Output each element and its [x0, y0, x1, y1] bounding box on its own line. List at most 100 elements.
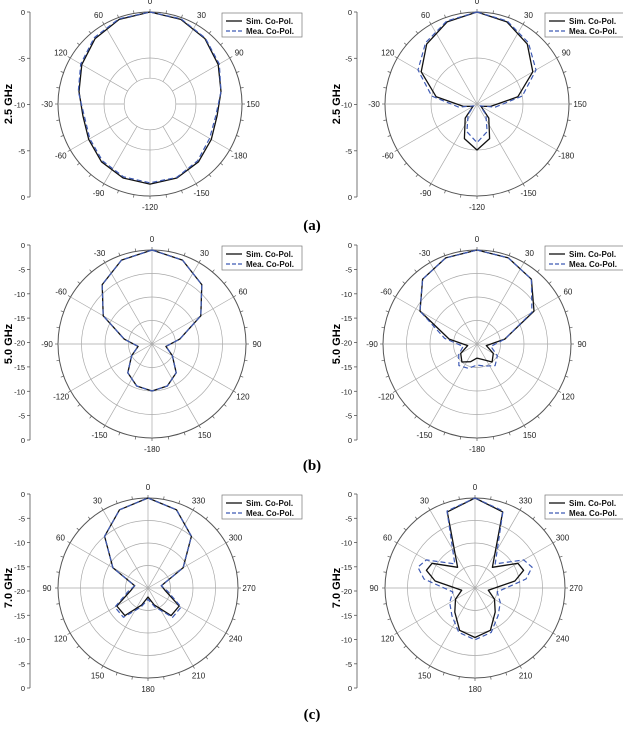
frequency-label: 7.0 GHz	[331, 567, 343, 608]
grid-spoke	[162, 24, 197, 82]
ring-tick	[56, 119, 60, 121]
grid-spoke	[476, 57, 557, 105]
ring-tick	[519, 665, 522, 669]
ring-tick	[223, 404, 227, 407]
angle-label: 90	[235, 49, 244, 58]
ring-tick	[195, 183, 198, 187]
angle-label: 90	[370, 584, 379, 593]
grid-spoke	[474, 587, 521, 667]
ring-tick	[115, 672, 118, 676]
ring-tick	[537, 415, 540, 419]
ring-tick	[77, 404, 81, 407]
ring-tick	[523, 259, 526, 263]
ring-tick	[458, 496, 460, 500]
angle-label: -30	[41, 100, 53, 109]
ring-tick	[567, 87, 571, 89]
grid-spoke	[397, 57, 478, 105]
grid-spoke	[147, 509, 194, 589]
ring-tick	[569, 359, 573, 362]
ring-tick	[505, 672, 508, 676]
ring-tick	[394, 541, 398, 544]
angle-label: -90	[93, 189, 105, 198]
legend: Sim. Co-Pol.Mea. Co-Pol.	[544, 12, 623, 38]
grid-spoke	[476, 296, 559, 345]
angle-label: 150	[198, 431, 212, 440]
ring-tick	[548, 404, 552, 407]
angle-label: 120	[381, 49, 395, 58]
radial-tick-label: -5	[18, 54, 25, 63]
ring-tick	[236, 603, 240, 605]
ring-tick	[76, 645, 80, 649]
ring-tick	[229, 149, 233, 152]
radial-tick-label: -5	[345, 514, 352, 523]
grid-spoke	[474, 587, 554, 634]
radial-tick-label: -10	[14, 387, 25, 396]
ring-tick	[118, 432, 121, 436]
ring-tick	[394, 56, 398, 59]
ring-tick	[56, 359, 60, 362]
legend-label: Mea. Co-Pol.	[569, 509, 617, 518]
grid-spoke	[476, 343, 525, 426]
legend-label: Sim. Co-Pol.	[569, 250, 616, 259]
ring-tick	[543, 645, 547, 649]
ring-tick	[508, 14, 510, 18]
ring-tick	[563, 135, 567, 137]
radial-tick-label: -15	[341, 611, 352, 620]
angle-label: -120	[378, 393, 395, 402]
grid-spoke	[397, 103, 478, 151]
angle-label: -120	[469, 203, 486, 212]
angle-label: -180	[144, 445, 161, 454]
ring-tick	[131, 676, 133, 680]
ring-tick	[60, 135, 64, 137]
ring-tick	[392, 295, 396, 298]
ring-tick	[459, 248, 462, 252]
ring-tick	[56, 326, 60, 329]
ring-tick	[459, 436, 462, 440]
ring-tick	[428, 425, 431, 429]
ring-tick	[77, 281, 81, 284]
ring-tick	[232, 618, 236, 621]
ring-tick	[56, 571, 60, 573]
angle-label: 180	[141, 685, 155, 694]
caption-c: (c)	[303, 707, 321, 723]
ring-tick	[414, 656, 418, 660]
grid-spoke	[429, 343, 478, 426]
legend-label: Mea. Co-Pol.	[569, 27, 617, 36]
ring-tick	[208, 174, 212, 178]
ring-tick	[67, 390, 71, 393]
angle-label: 0	[473, 483, 478, 492]
radial-tick-label: 0	[348, 684, 352, 693]
ring-tick	[552, 632, 556, 635]
radial-tick-label: 0	[21, 8, 25, 17]
ring-tick	[402, 281, 406, 284]
radial-tick-label: -10	[14, 539, 25, 548]
grid-spoke	[70, 116, 128, 151]
radial-tick-label: -10	[341, 636, 352, 645]
ring-tick	[181, 190, 183, 194]
angle-label: 0	[475, 0, 480, 6]
legend: Sim. Co-Pol.Mea. Co-Pol.	[221, 494, 303, 520]
grid-spoke	[476, 103, 524, 184]
sim-series-line	[419, 249, 535, 363]
ring-tick	[229, 56, 233, 59]
ring-tick	[67, 149, 71, 152]
angle-label: 150	[91, 672, 105, 681]
ring-tick	[565, 375, 569, 378]
ring-tick	[563, 603, 567, 605]
ring-tick	[444, 190, 446, 194]
ring-tick	[167, 436, 170, 440]
ring-tick	[220, 42, 224, 46]
grid-spoke	[103, 24, 138, 82]
ring-tick	[508, 190, 510, 194]
polar-chart-1: 0 30 90 150 -180 -150 -120 -90 -60 -30 120 60 0 -5 -10…	[3, 0, 303, 212]
angle-label: 90	[43, 584, 52, 593]
angle-label: -90	[420, 189, 432, 198]
ring-tick	[89, 269, 92, 273]
grid-spoke	[104, 262, 153, 345]
ring-tick	[167, 248, 170, 252]
legend-label: Mea. Co-Pol.	[246, 509, 294, 518]
legend-box	[221, 245, 303, 271]
ring-tick	[387, 555, 391, 558]
ring-tick	[178, 672, 181, 676]
